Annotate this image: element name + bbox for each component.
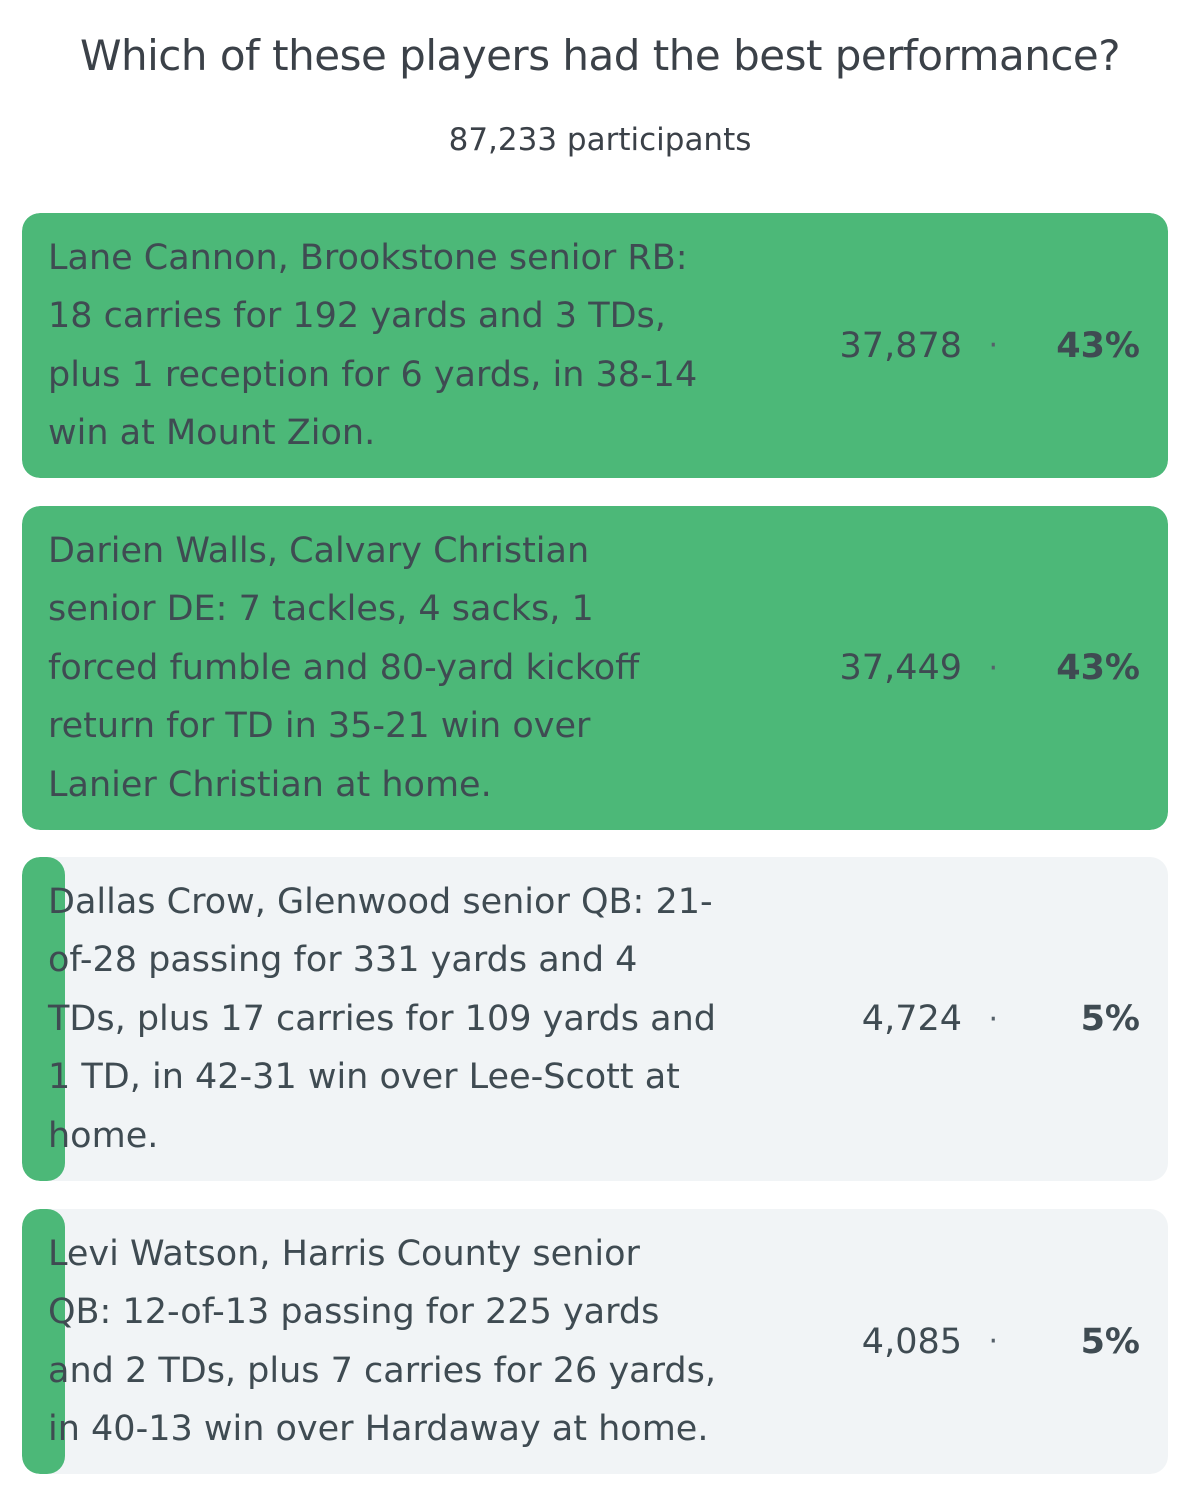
option-text: Darien Walls, Calvary Christian senior D…: [48, 530, 640, 805]
vote-percent: 43%: [1056, 325, 1140, 366]
vote-count: 37,878: [839, 325, 962, 366]
separator-dot: ·: [988, 1324, 998, 1359]
vote-count: 37,449: [839, 648, 962, 688]
vote-share-bar: [22, 506, 1168, 830]
option-text: Dallas Crow, Glenwood senior QB: 21- of-…: [48, 881, 716, 1156]
vote-share-bar: [22, 857, 65, 1181]
poll-option[interactable]: Darien Walls, Calvary Christian senior D…: [22, 506, 1168, 830]
option-text: Levi Watson, Harris County senior QB: 12…: [48, 1233, 716, 1450]
vote-share-bar: [22, 213, 1168, 478]
poll-option[interactable]: Lane Cannon, Brookstone senior RB: 18 ca…: [22, 213, 1168, 478]
poll-option[interactable]: Dallas Crow, Glenwood senior QB: 21- of-…: [22, 857, 1168, 1181]
separator-dot: ·: [988, 650, 998, 686]
vote-percent: 5%: [1080, 1321, 1140, 1362]
vote-share-bar: [22, 1209, 65, 1474]
vote-percent: 43%: [1056, 648, 1140, 688]
vote-count: 4,724: [861, 999, 962, 1039]
poll-question: Which of these players had the best perf…: [79, 31, 1121, 80]
separator-dot: ·: [988, 328, 998, 363]
separator-dot: ·: [988, 1001, 998, 1037]
option-text: Lane Cannon, Brookstone senior RB: 18 ca…: [48, 237, 698, 454]
vote-count: 4,085: [861, 1321, 962, 1362]
participant-count: 87,233 participants: [448, 122, 752, 158]
poll-option[interactable]: Levi Watson, Harris County senior QB: 12…: [22, 1209, 1168, 1474]
vote-percent: 5%: [1080, 999, 1140, 1039]
